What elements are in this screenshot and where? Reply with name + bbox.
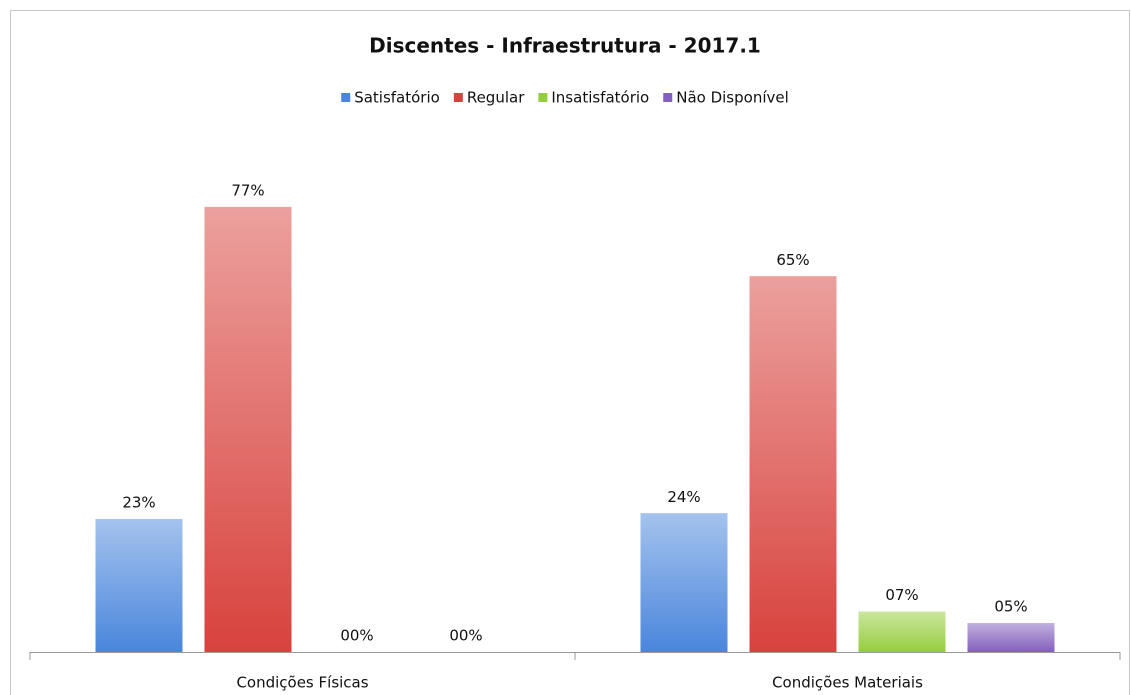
data-label: 05% [994, 598, 1027, 616]
data-label: 00% [449, 627, 482, 645]
legend-swatch [341, 93, 351, 102]
x-tick-label: Condições Materiais [772, 674, 923, 692]
data-label: 07% [885, 586, 918, 604]
data-label: 24% [667, 488, 700, 506]
bar [749, 276, 837, 652]
legend-label: Insatisfatório [551, 89, 649, 107]
legend-label: Regular [467, 89, 525, 107]
chart-frame [10, 10, 1130, 695]
legend-swatch [538, 93, 548, 102]
x-tick-label: Condições Físicas [236, 674, 368, 692]
bar [967, 623, 1055, 652]
legend-swatch [453, 93, 463, 102]
bar [204, 206, 292, 652]
bar [640, 513, 728, 652]
data-label: 77% [231, 181, 264, 199]
legend-label: Não Disponível [676, 89, 789, 107]
chart-title: Discentes - Infraestrutura - 2017.1 [369, 34, 761, 58]
legend-label: Satisfatório [354, 89, 440, 107]
legend-swatch [663, 93, 673, 102]
bar [858, 611, 946, 652]
data-label: 65% [776, 251, 809, 269]
data-label: 00% [340, 627, 373, 645]
data-label: 23% [122, 494, 155, 512]
bar [95, 519, 183, 652]
